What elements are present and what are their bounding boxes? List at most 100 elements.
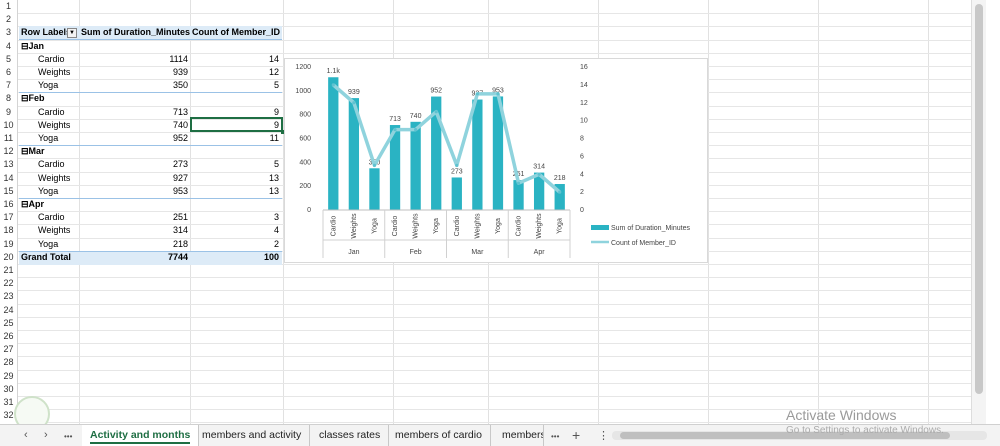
collapse-icon[interactable]: ⊟ bbox=[21, 40, 29, 51]
gridline bbox=[18, 290, 986, 292]
row-number[interactable]: 5 bbox=[0, 52, 18, 66]
y-left-tick-label: 800 bbox=[299, 112, 311, 119]
y-left-tick-label: 1200 bbox=[295, 64, 311, 71]
fill-handle[interactable] bbox=[281, 130, 285, 134]
row-number[interactable]: 14 bbox=[0, 171, 18, 185]
previous-sheet-button[interactable]: ‹ bbox=[24, 429, 28, 441]
x-tick-label: Cardio bbox=[392, 216, 399, 237]
row-number[interactable]: 15 bbox=[0, 184, 18, 198]
bar bbox=[451, 177, 462, 210]
row-number[interactable]: 9 bbox=[0, 105, 18, 119]
data-label: 251 bbox=[513, 171, 525, 178]
row-number[interactable]: 1 bbox=[0, 0, 18, 14]
line-point bbox=[537, 172, 541, 176]
row-number[interactable]: 26 bbox=[0, 330, 18, 344]
y-right-tick-label: 2 bbox=[580, 189, 584, 196]
collapse-icon[interactable]: ⊟ bbox=[21, 93, 29, 104]
grand-total-row bbox=[19, 250, 282, 265]
gridline bbox=[18, 13, 986, 15]
bar bbox=[472, 99, 483, 210]
pivot-chart[interactable]: 0 200 400 600 800 1000 1200 0 2 4 6 8 10 12 14 16 1.1k 93… bbox=[284, 58, 708, 263]
horizontal-scroll-thumb[interactable] bbox=[620, 432, 950, 439]
activity-label: Cardio bbox=[38, 53, 65, 64]
collapse-icon[interactable]: ⊟ bbox=[21, 146, 29, 157]
row-number[interactable]: 27 bbox=[0, 343, 18, 357]
row-number[interactable]: 8 bbox=[0, 92, 18, 106]
row-number[interactable]: 3 bbox=[0, 26, 18, 40]
row-number[interactable]: 6 bbox=[0, 66, 18, 80]
line-point bbox=[558, 190, 562, 194]
horizontal-scrollbar[interactable] bbox=[612, 431, 987, 440]
tab-classes-rates[interactable]: classes rates bbox=[311, 425, 390, 446]
x-tick-label: Cardio bbox=[454, 216, 461, 237]
row-number[interactable]: 18 bbox=[0, 224, 18, 238]
row-number[interactable]: 30 bbox=[0, 382, 18, 396]
row-number[interactable]: 17 bbox=[0, 211, 18, 225]
count-member-value: 5 bbox=[273, 159, 279, 170]
worksheet-grid[interactable]: 1 2 3 4 5 6 7 8 9 10 11 12 13 14 15 16 17 18 19 20 21 22 23 24 2… bbox=[0, 0, 986, 424]
activity-label: Yoga bbox=[38, 133, 59, 143]
row-number[interactable]: 4 bbox=[0, 39, 18, 53]
row-number[interactable]: 2 bbox=[0, 13, 18, 27]
row-number[interactable]: 24 bbox=[0, 303, 18, 317]
row-number[interactable]: 25 bbox=[0, 316, 18, 330]
data-label: 939 bbox=[348, 89, 360, 96]
tab-members-of-cardio[interactable]: members of cardio bbox=[387, 425, 491, 446]
activity-label: Weights bbox=[38, 172, 71, 183]
row-number[interactable]: 23 bbox=[0, 290, 18, 304]
line-point bbox=[352, 101, 356, 105]
options-icon[interactable]: ⋮ bbox=[598, 430, 609, 442]
row-number[interactable]: 13 bbox=[0, 158, 18, 172]
month-group-label[interactable]: ⊟Apr bbox=[21, 198, 76, 211]
row-labels-filter-button[interactable]: ▼ bbox=[67, 28, 77, 38]
activity-label: Weights bbox=[38, 119, 71, 130]
collapse-icon[interactable]: ⊟ bbox=[21, 199, 29, 209]
data-label: 713 bbox=[389, 116, 401, 123]
row-number[interactable]: 16 bbox=[0, 198, 18, 212]
row-number[interactable]: 12 bbox=[0, 145, 18, 159]
sum-duration-value: 939 bbox=[172, 67, 188, 77]
gridline bbox=[18, 343, 986, 345]
more-sheets-right-icon[interactable]: ••• bbox=[551, 432, 560, 441]
month-label: Jan bbox=[28, 40, 45, 51]
row-number[interactable]: 22 bbox=[0, 277, 18, 291]
sum-duration-value: 713 bbox=[172, 106, 188, 117]
activity-label: Weights bbox=[38, 225, 71, 236]
tab-members-and-activity[interactable]: members and activity bbox=[194, 425, 311, 446]
month-group-label[interactable]: ⊟Mar bbox=[21, 145, 76, 158]
row-number[interactable]: 20 bbox=[0, 250, 18, 264]
selected-cell[interactable] bbox=[190, 117, 283, 132]
row-number[interactable]: 10 bbox=[0, 118, 18, 132]
x-tick-label: Yoga bbox=[371, 218, 378, 234]
tab-activity-and-months[interactable]: Activity and months bbox=[82, 425, 200, 446]
gridline bbox=[18, 39, 986, 41]
count-member-value: 4 bbox=[273, 225, 279, 236]
x-tick-label: Cardio bbox=[330, 216, 337, 237]
row-number[interactable]: 11 bbox=[0, 132, 18, 146]
line-point bbox=[372, 163, 377, 167]
month-group-label[interactable]: ⊟Feb bbox=[21, 92, 76, 105]
more-sheets-icon[interactable]: ••• bbox=[64, 432, 73, 441]
gridline bbox=[18, 264, 986, 265]
y-right-tick-label: 10 bbox=[580, 118, 588, 125]
sum-duration-value: 952 bbox=[172, 133, 188, 143]
y-right-tick-label: 12 bbox=[580, 100, 588, 107]
row-number[interactable]: 7 bbox=[0, 79, 18, 93]
month-group-label[interactable]: ⊟Jan bbox=[21, 40, 76, 53]
vertical-scrollbar[interactable] bbox=[971, 0, 986, 424]
series-line bbox=[332, 83, 561, 194]
add-sheet-button[interactable]: + bbox=[572, 427, 581, 443]
next-sheet-button[interactable]: › bbox=[44, 429, 48, 441]
x-tick-label: Cardio bbox=[516, 216, 523, 237]
row-number[interactable]: 28 bbox=[0, 356, 18, 370]
line-point bbox=[393, 127, 397, 132]
row-number[interactable]: 21 bbox=[0, 264, 18, 278]
gridline bbox=[18, 26, 986, 28]
vertical-scroll-thumb[interactable] bbox=[975, 4, 983, 394]
row-number[interactable]: 19 bbox=[0, 237, 18, 251]
sum-duration-value: 740 bbox=[172, 119, 188, 130]
data-label: 740 bbox=[410, 113, 422, 120]
row-number[interactable]: 29 bbox=[0, 369, 18, 383]
tab-members[interactable]: members bbox=[494, 425, 544, 446]
count-member-value: 11 bbox=[269, 133, 279, 143]
